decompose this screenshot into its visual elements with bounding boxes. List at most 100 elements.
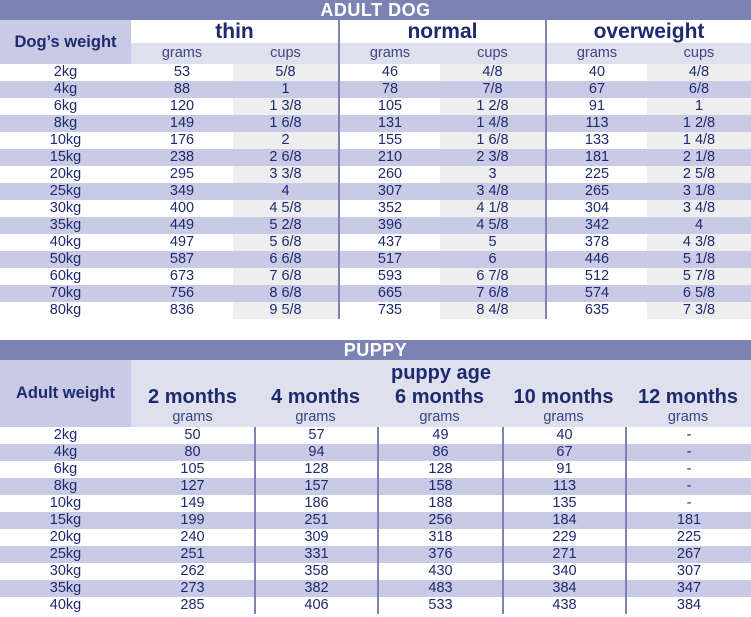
normal-grams-cell: 155 [338, 132, 440, 149]
grams-cell: 384 [625, 597, 751, 614]
normal-cups-cell: 4/8 [440, 64, 545, 81]
normal-cups-cell: 7/8 [440, 81, 545, 98]
grams-cell: 67 [502, 444, 625, 461]
grams-cell: 49 [377, 427, 502, 444]
grams-cell: - [625, 495, 751, 512]
adult-weight-header: Adult weight [0, 360, 131, 427]
thin-grams-cell: 836 [169, 302, 195, 319]
weight-cell: 25kg [0, 546, 131, 563]
grams-cell: 86 [377, 444, 502, 461]
thin-grams-cell: 176 [169, 132, 195, 149]
weight-cell: 60kg [49, 268, 82, 285]
normal-grams-cell: 307 [338, 183, 440, 200]
grams-cell: 384 [502, 580, 625, 597]
grams-cell: 262 [180, 563, 205, 580]
overweight-grams-cell: 113 [545, 115, 647, 132]
adult-dog-grid: Dog’s weight thin normal overweight gram… [0, 20, 751, 319]
overweight-grams-cell: 512 [545, 268, 647, 285]
month-header-12: 12 months [625, 385, 751, 408]
overweight-grams-cell: 225 [545, 166, 647, 183]
grams-cell: 181 [625, 512, 751, 529]
weight-cell: 50kg [0, 251, 131, 268]
weight-cell: 35kg [0, 580, 131, 597]
grams-cell: 376 [377, 546, 502, 563]
grams-cell: 40 [502, 427, 625, 444]
grams-cell: 309 [254, 529, 377, 546]
puppy-age-header: puppy age [131, 360, 751, 385]
normal-cups-cell: 4 5/8 [440, 217, 545, 234]
overweight-cups-cell: 3 4/8 [647, 200, 751, 217]
thin-grams-cell: 149 [131, 115, 233, 132]
overweight-cups-cell: 1 2/8 [647, 115, 751, 132]
thin-grams-cell: 120 [169, 98, 195, 115]
overweight-cups-cell: 4 3/8 [647, 234, 751, 251]
thin-cups-header: cups [233, 43, 338, 64]
overweight-cups-cell: 2 1/8 [647, 149, 751, 166]
grams-cell: 50 [184, 427, 201, 444]
thin-cups-cell: 1 6/8 [233, 115, 338, 132]
adult-dog-table: ADULT DOG Dog’s weight thin normal overw… [0, 0, 751, 319]
thin-cups-cell: 5/8 [233, 64, 338, 81]
grams-cell: 149 [180, 495, 205, 512]
grams-header: grams [131, 408, 254, 427]
overweight-grams-cell: 181 [545, 149, 647, 166]
overweight-cups-cell: 4/8 [647, 64, 751, 81]
thin-cups-cell: 5 2/8 [233, 217, 338, 234]
overweight-grams-cell: 446 [545, 251, 647, 268]
normal-grams-cell: 46 [338, 64, 440, 81]
weight-cell: 4kg [0, 81, 131, 98]
normal-cups-cell: 1 4/8 [440, 115, 545, 132]
normal-grams-header: grams [338, 43, 440, 64]
grams-cell: 251 [254, 512, 377, 529]
thin-grams-cell: 587 [131, 251, 233, 268]
grams-cell: 157 [254, 478, 377, 495]
normal-cups-cell: 1 6/8 [440, 132, 545, 149]
thin-cups-cell: 6 6/8 [233, 251, 338, 268]
thin-grams-cell: 449 [131, 217, 233, 234]
overweight-cups-cell: 3 1/8 [647, 183, 751, 200]
thin-cups-cell: 1 [233, 81, 338, 98]
grams-cell: - [625, 478, 751, 495]
grams-cell: 267 [625, 546, 751, 563]
grams-cell: 251 [131, 546, 254, 563]
grams-cell: 186 [254, 495, 377, 512]
weight-cell: 20kg [49, 529, 82, 546]
grams-cell: 340 [502, 563, 625, 580]
normal-cups-cell: 3 4/8 [440, 183, 545, 200]
overweight-grams-cell: 574 [545, 285, 647, 302]
weight-cell: 8kg [0, 478, 131, 495]
overweight-cups-cell: 1 [647, 98, 751, 115]
grams-cell: 184 [502, 512, 625, 529]
weight-cell: 4kg [0, 444, 131, 461]
thin-cups-cell: 4 5/8 [233, 200, 338, 217]
weight-cell: 6kg [53, 461, 78, 478]
thin-cups-cell: 2 6/8 [233, 149, 338, 166]
grams-cell: 113 [502, 478, 625, 495]
grams-cell: 483 [377, 580, 502, 597]
normal-cups-cell: 1 2/8 [440, 98, 545, 115]
weight-cell: 10kg [49, 495, 82, 512]
weight-cell: 15kg [0, 149, 131, 166]
month-header-10: 10 months [502, 385, 625, 408]
normal-cups-cell: 6 7/8 [440, 268, 545, 285]
normal-cups-cell: 7 6/8 [440, 285, 545, 302]
puppy-banner: PUPPY [0, 340, 751, 360]
overweight-cups-cell: 5 1/8 [647, 251, 751, 268]
grams-cell: 225 [625, 529, 751, 546]
grams-cell: 430 [377, 563, 502, 580]
grams-cell: - [625, 461, 751, 478]
grams-cell: 57 [254, 427, 377, 444]
weight-cell: 40kg [49, 597, 82, 614]
overweight-cups-cell: 7 3/8 [647, 302, 751, 319]
overweight-grams-header: grams [545, 43, 647, 64]
month-header-6: 6 months [377, 385, 502, 408]
thin-cups-cell: 1 3/8 [233, 98, 338, 115]
normal-grams-cell: 352 [338, 200, 440, 217]
adult-dog-banner: ADULT DOG [0, 0, 751, 20]
thin-grams-cell: 400 [169, 200, 195, 217]
normal-cups-cell: 6 [440, 251, 545, 268]
weight-cell: 40kg [49, 234, 82, 251]
thin-grams-cell: 53 [173, 64, 191, 81]
weight-cell: 25kg [0, 183, 131, 200]
thin-grams-cell: 497 [169, 234, 195, 251]
